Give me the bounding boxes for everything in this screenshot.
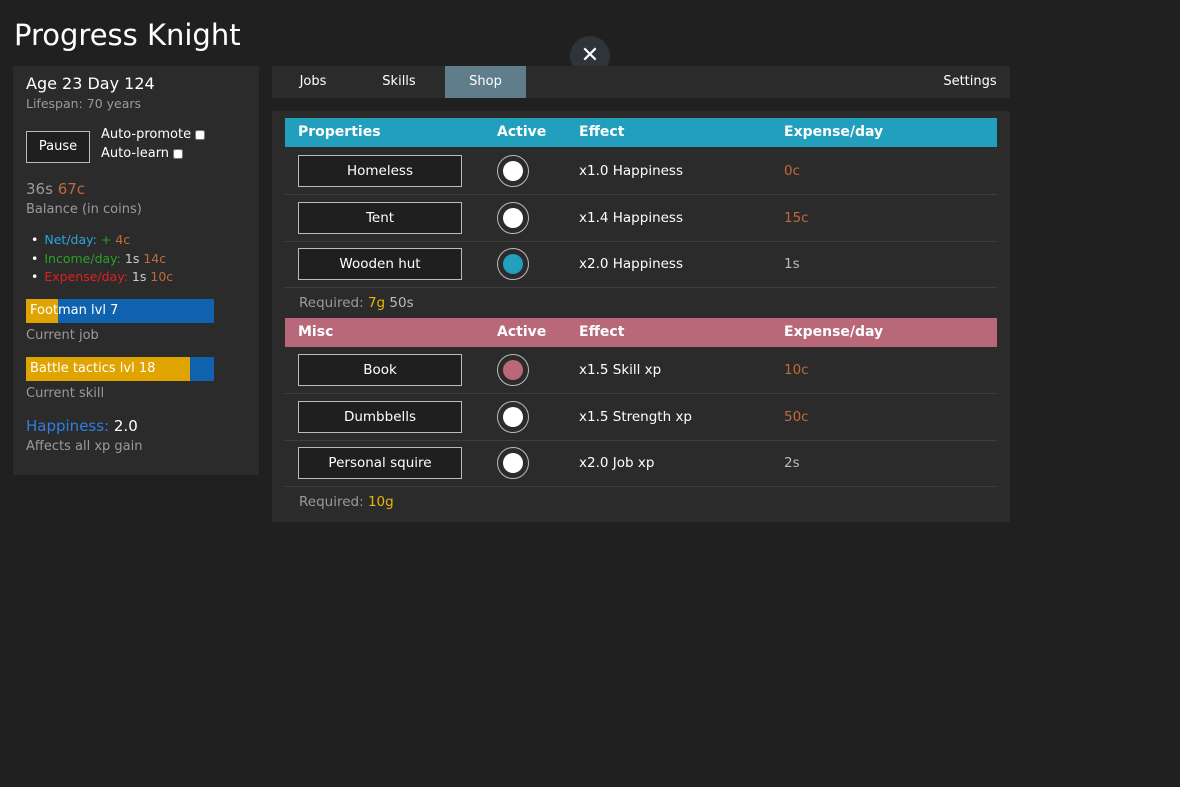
header-effect: Effect <box>579 124 625 140</box>
buy-item-button[interactable]: Book <box>298 354 462 386</box>
current-job-bar: Footman lvl 7 <box>26 299 214 323</box>
header-active: Active <box>497 324 547 340</box>
misc-required: Required: 10g <box>299 494 394 510</box>
skill-label: Battle tactics lvl 18 <box>30 361 156 376</box>
tab-shop[interactable]: Shop <box>445 66 526 98</box>
income-copper: 14c <box>143 250 167 266</box>
item-effect: x1.5 Skill xp <box>579 362 662 378</box>
pause-button[interactable]: Pause <box>26 131 90 163</box>
properties-header: Properties Active Effect Expense/day <box>285 118 997 147</box>
buy-item-button[interactable]: Homeless <box>298 155 462 187</box>
shop-item-row: Book x1.5 Skill xp 10c <box>285 347 997 394</box>
net-value: 4c <box>115 232 131 247</box>
active-indicator-icon <box>503 207 523 228</box>
buy-item-button[interactable]: Personal squire <box>298 447 462 480</box>
active-indicator-icon <box>503 453 523 474</box>
income-label: Income/day: <box>44 250 121 266</box>
header-expense: Expense/day <box>784 324 884 340</box>
shop-item-row: Dumbbells x1.5 Strength xp 50c <box>285 394 997 441</box>
balance-copper: 67c <box>57 180 86 198</box>
tab-jobs[interactable]: Jobs <box>299 74 327 89</box>
active-toggle[interactable] <box>497 155 529 187</box>
item-expense: 10c <box>784 362 809 378</box>
item-expense: 15c <box>784 209 809 226</box>
income-silver: 1s <box>124 250 140 266</box>
item-effect: x1.4 Happiness <box>579 209 683 226</box>
happiness-desc: Affects all xp gain <box>26 439 143 454</box>
item-expense: 50c <box>784 408 809 425</box>
auto-promote-toggle[interactable]: Auto-promote <box>101 127 206 142</box>
expense-copper: 10c <box>150 269 174 284</box>
job-label: Footman lvl 7 <box>30 303 119 318</box>
shop-item-row: Personal squire x2.0 Job xp 2s <box>285 440 997 488</box>
happiness-value: 2.0 <box>113 417 138 435</box>
shop-panel: Properties Active Effect Expense/day Hom… <box>272 111 1010 522</box>
active-indicator-icon <box>503 406 523 427</box>
shop-item-row: Wooden hut x2.0 Happiness 1s <box>285 241 997 289</box>
app-title: Progress Knight <box>14 18 241 52</box>
balance: 36s 67c <box>26 180 85 198</box>
active-indicator-icon <box>503 254 523 275</box>
net-sign: + <box>100 232 112 247</box>
expense-label: Expense/day: <box>44 269 128 284</box>
required-label: Required: <box>299 494 364 510</box>
buy-item-button[interactable]: Wooden hut <box>298 248 462 281</box>
active-toggle[interactable] <box>497 400 529 433</box>
required-label: Required: <box>299 295 364 311</box>
header-expense: Expense/day <box>784 124 884 140</box>
required-gold: 10g <box>367 494 394 510</box>
misc-header: Misc Active Effect Expense/day <box>285 318 997 347</box>
age: Age 23 Day 124 <box>26 74 155 93</box>
item-effect: x1.5 Strength xp <box>579 408 692 425</box>
lifespan: Lifespan: 70 years <box>26 96 142 111</box>
required-gold: 7g <box>367 295 386 311</box>
item-expense: 2s <box>784 455 800 472</box>
current-job-label: Current job <box>26 328 99 343</box>
auto-promote-label: Auto-promote <box>101 127 192 142</box>
header-misc: Misc <box>298 324 334 340</box>
skill-progress-fill <box>26 357 190 381</box>
item-effect: x2.0 Job xp <box>579 455 655 472</box>
balance-silver: 36s <box>26 180 53 198</box>
active-toggle[interactable] <box>497 201 529 234</box>
happiness: Happiness: 2.0 <box>26 417 138 435</box>
current-skill-bar: Battle tactics lvl 18 <box>26 357 214 381</box>
active-indicator-icon <box>503 161 523 181</box>
buy-item-button[interactable]: Dumbbells <box>298 400 462 433</box>
job-progress-fill <box>26 299 58 323</box>
active-toggle[interactable] <box>497 447 529 480</box>
tab-skills[interactable]: Skills <box>382 74 416 89</box>
expense-day: Expense/day: 1s 10c <box>31 269 173 288</box>
item-expense: 1s <box>784 256 800 273</box>
header-active: Active <box>497 124 547 140</box>
net-day: Net/day: + 4c <box>31 232 173 251</box>
auto-learn-toggle[interactable]: Auto-learn <box>101 146 184 161</box>
balance-label: Balance (in coins) <box>26 202 142 217</box>
header-effect: Effect <box>579 324 625 340</box>
item-effect: x1.0 Happiness <box>579 163 683 179</box>
active-indicator-icon <box>503 360 523 380</box>
shop-item-row: Tent x1.4 Happiness 15c <box>285 195 997 242</box>
item-expense: 0c <box>784 163 801 179</box>
auto-promote-checkbox[interactable] <box>195 129 206 140</box>
happiness-label: Happiness: <box>26 417 110 435</box>
net-label: Net/day: <box>44 232 97 247</box>
finance-list: Net/day: + 4c Income/day: 1s 14c Expense… <box>31 232 173 288</box>
status-panel: Age 23 Day 124 Lifespan: 70 years Pause … <box>13 66 259 475</box>
tab-bar: Jobs Skills Shop Settings <box>272 66 1010 98</box>
income-day: Income/day: 1s 14c <box>31 251 173 270</box>
shop-item-row: Homeless x1.0 Happiness 0c <box>285 148 997 195</box>
tab-settings[interactable]: Settings <box>943 74 997 89</box>
buy-item-button[interactable]: Tent <box>298 201 462 234</box>
properties-required: Required: 7g 50s <box>299 295 414 311</box>
active-toggle[interactable] <box>497 354 529 386</box>
active-toggle[interactable] <box>497 248 529 281</box>
header-properties: Properties <box>298 124 381 140</box>
auto-learn-checkbox[interactable] <box>173 148 184 159</box>
auto-learn-label: Auto-learn <box>101 146 170 161</box>
expense-silver: 1s <box>131 269 147 284</box>
item-effect: x2.0 Happiness <box>579 256 683 273</box>
current-skill-label: Current skill <box>26 386 105 401</box>
required-silver: 50s <box>389 295 414 311</box>
